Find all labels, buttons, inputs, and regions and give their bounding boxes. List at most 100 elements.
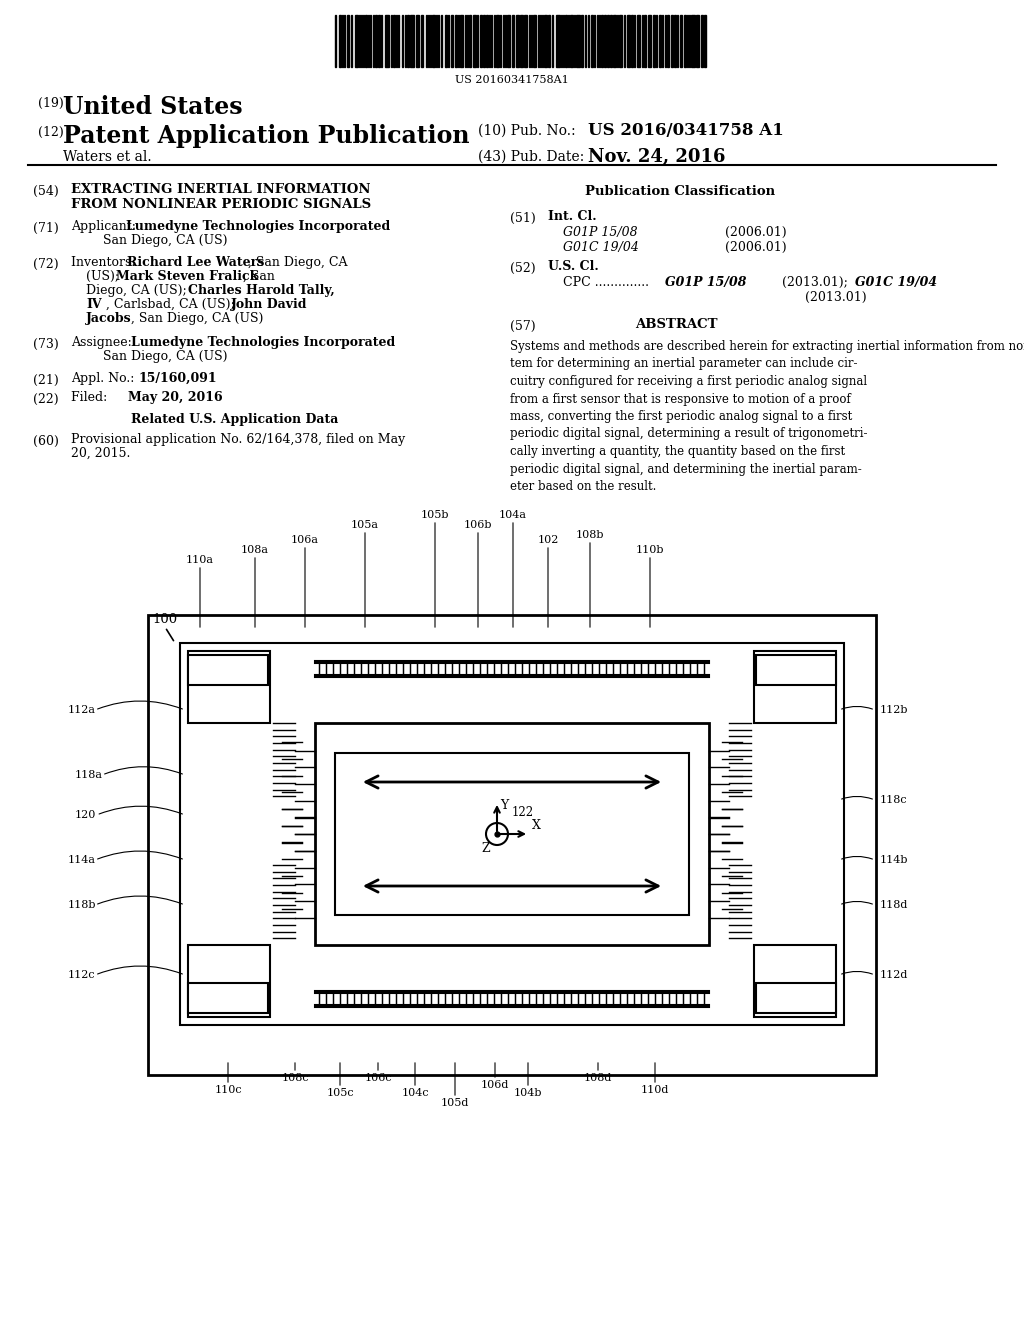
Text: Provisional application No. 62/164,378, filed on May: Provisional application No. 62/164,378, … [71,433,406,446]
Text: Int. Cl.: Int. Cl. [548,210,597,223]
Text: May 20, 2016: May 20, 2016 [128,391,222,404]
Bar [648,15,651,67]
Bar [496,15,499,67]
Text: 118b: 118b [68,900,96,909]
Bar [469,15,471,67]
Bar [556,15,560,67]
Text: 106d: 106d [481,1080,509,1090]
Bar [416,15,419,67]
Bar [644,15,646,67]
Text: 112c: 112c [68,970,95,979]
Text: G01C 19/04: G01C 19/04 [563,242,639,253]
Text: (2013.01);: (2013.01); [778,276,852,289]
Bar [355,15,358,67]
Bar [188,983,268,1012]
Text: G01C 19/04: G01C 19/04 [855,276,937,289]
Bar [607,15,609,67]
Text: 108b: 108b [575,531,604,540]
Bar [548,15,550,67]
Text: 104a: 104a [499,510,527,520]
Text: 15/160,091: 15/160,091 [138,372,217,385]
Text: 120: 120 [75,810,96,820]
Bar [188,655,268,685]
Bar [460,15,463,67]
Bar [705,15,706,67]
Bar [667,15,669,67]
Bar [421,15,423,67]
Bar [604,15,606,67]
Text: Applicant:: Applicant: [71,220,140,234]
Bar [653,15,655,67]
Text: 110d: 110d [641,1085,670,1096]
Text: San Diego, CA (US): San Diego, CA (US) [71,350,227,363]
Text: Assignee:: Assignee: [71,337,136,348]
Text: Charles Harold Tally,: Charles Harold Tally, [188,284,335,297]
Bar [339,15,341,67]
Bar [347,15,349,67]
Text: Nov. 24, 2016: Nov. 24, 2016 [588,148,725,166]
Text: Waters et al.: Waters et al. [63,150,152,164]
Bar [524,15,527,67]
Text: (19): (19) [38,96,63,110]
Text: 110c: 110c [214,1085,242,1096]
Bar [407,15,409,67]
Text: US 2016/0341758 A1: US 2016/0341758 A1 [588,121,783,139]
Text: 112b: 112b [880,705,908,715]
Text: (51): (51) [510,213,536,224]
Text: (12): (12) [38,125,63,139]
Bar [631,15,633,67]
Bar [565,15,567,67]
Bar [581,15,583,67]
Bar [544,15,547,67]
Bar [455,15,457,67]
Text: 105d: 105d [440,1098,469,1107]
Bar [148,615,876,1074]
Bar [188,651,270,723]
Text: 106b: 106b [464,520,493,531]
Text: (60): (60) [33,436,58,447]
Bar [627,15,630,67]
Text: 108a: 108a [241,545,269,554]
Bar [410,15,414,67]
Text: Richard Lee Waters: Richard Lee Waters [127,256,264,269]
Bar [756,655,836,685]
Bar [375,15,377,67]
Text: G01P 15/08: G01P 15/08 [563,226,638,239]
Bar [756,983,836,1012]
Text: (2013.01): (2013.01) [805,290,866,304]
Bar [507,15,510,67]
Text: Appl. No.:: Appl. No.: [71,372,138,385]
Text: Lumedyne Technologies Incorporated: Lumedyne Technologies Incorporated [131,337,395,348]
Text: 118a: 118a [75,770,103,780]
Text: 108d: 108d [584,1073,612,1082]
Text: 105b: 105b [421,510,450,520]
Text: 100: 100 [152,612,177,626]
Text: Publication Classification: Publication Classification [585,185,775,198]
Text: Related U.S. Application Data: Related U.S. Application Data [131,413,338,426]
Text: EXTRACTING INERTIAL INFORMATION: EXTRACTING INERTIAL INFORMATION [71,183,371,195]
Text: 102: 102 [538,535,559,545]
Bar [754,651,836,723]
Bar [684,15,686,67]
Text: 104c: 104c [401,1088,429,1098]
Text: ABSTRACT: ABSTRACT [635,318,718,331]
Bar [591,15,593,67]
Bar [610,15,612,67]
Bar [701,15,703,67]
Bar [188,945,270,1016]
Text: Patent Application Publication: Patent Application Publication [63,124,469,148]
Text: (71): (71) [33,222,58,235]
Text: Diego, CA (US);: Diego, CA (US); [86,284,190,297]
Text: U.S. Cl.: U.S. Cl. [548,260,599,273]
Text: 108c: 108c [282,1073,309,1082]
Text: Z: Z [481,842,489,855]
Text: Lumedyne Technologies Incorporated: Lumedyne Technologies Incorporated [126,220,390,234]
Text: (21): (21) [33,374,58,387]
Bar [393,15,395,67]
Text: Filed:: Filed: [71,391,131,404]
Text: Mark Steven Fralick: Mark Steven Fralick [116,271,258,282]
Text: 106a: 106a [291,535,319,545]
Bar [534,15,536,67]
Bar [365,15,367,67]
Text: 114b: 114b [880,855,908,865]
